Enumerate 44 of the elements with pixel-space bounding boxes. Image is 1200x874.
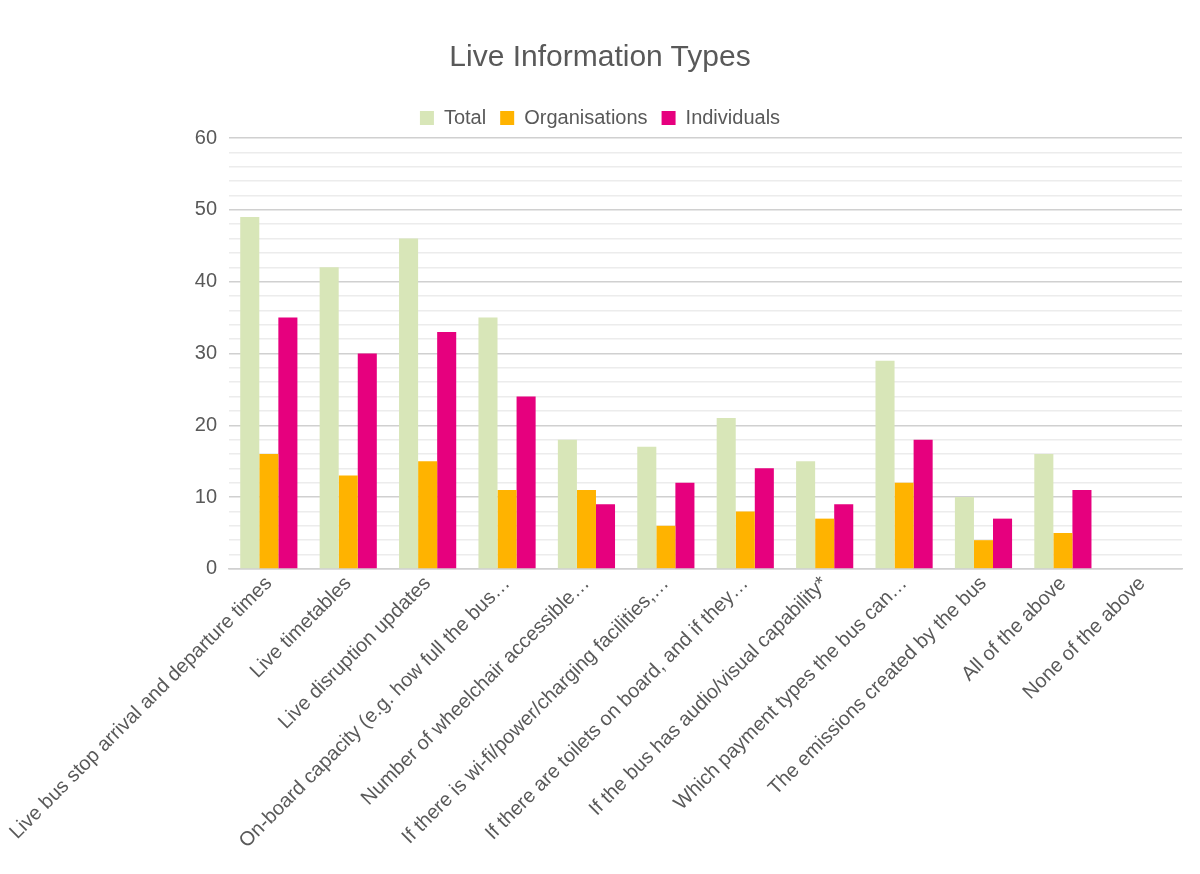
bar (437, 331, 457, 569)
legend-label: Organisations (524, 105, 648, 128)
y-tick-label: 60 (194, 125, 218, 148)
bar (973, 540, 994, 569)
bar (656, 525, 676, 569)
bar (716, 418, 736, 569)
y-tick-label: 20 (194, 412, 218, 435)
legend-label: Total (443, 105, 487, 128)
bar (418, 461, 438, 569)
bar (754, 468, 774, 569)
bar (954, 497, 974, 569)
bar (913, 439, 933, 569)
bar (399, 238, 419, 569)
bar (796, 461, 816, 569)
bar (338, 475, 358, 569)
y-tick-label: 50 (194, 197, 218, 220)
bar (993, 518, 1013, 569)
y-tick-label: 40 (194, 269, 218, 292)
bar (894, 482, 914, 569)
bar (875, 360, 895, 569)
bar (259, 454, 279, 569)
bar (637, 446, 657, 569)
bar (815, 518, 835, 569)
bar (735, 511, 755, 569)
bar (1072, 489, 1092, 569)
bar (319, 267, 339, 569)
bar (557, 439, 577, 569)
y-tick-label: 10 (194, 484, 218, 507)
bar (834, 504, 854, 569)
bar (357, 353, 377, 569)
chart-title: Live Information Types (449, 39, 751, 73)
y-tick-label: 30 (194, 340, 218, 363)
bar (675, 482, 695, 569)
bar (516, 396, 536, 569)
legend-label: Individuals (685, 105, 781, 128)
bar (278, 317, 298, 569)
bar (240, 217, 260, 569)
bar (595, 504, 616, 569)
bar (576, 489, 596, 569)
y-tick-label: 0 (205, 556, 218, 579)
bar (1034, 454, 1054, 569)
bar (478, 317, 498, 569)
bar (1053, 533, 1073, 569)
bar (497, 489, 517, 569)
